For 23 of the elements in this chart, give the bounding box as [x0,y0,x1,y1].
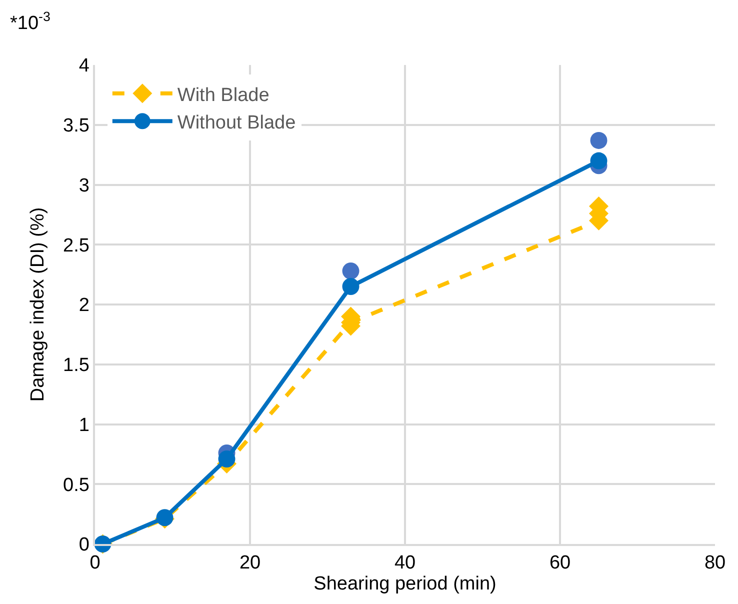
y-tick-label: 2 [78,295,90,316]
y-tick-label: 2.5 [63,235,90,256]
point [590,132,608,149]
legend-label: With Blade [177,84,270,106]
y-tick-label: 3.5 [63,116,90,137]
point [342,278,360,296]
legend-label: Without Blade [177,112,296,134]
x-tick-label: 20 [239,552,261,574]
point [590,152,608,170]
x-tick-label: 80 [704,552,726,574]
point [342,262,360,280]
y-tick-label: 4 [78,56,90,77]
y-axis-title: Damage index (DI) (%) [27,207,48,402]
point [218,450,236,468]
text: *10$^{-3}$ [10,9,50,34]
x-axis-title: Shearing period (min) [314,574,496,595]
y-tick-label: 0.5 [63,474,90,496]
y-tick-label: 0 [78,534,90,556]
x-tick-label: 60 [549,552,571,574]
x-tick-label: 40 [394,552,416,574]
y-tick-label: 1.5 [63,355,90,376]
y-tick-label: 1 [78,414,90,436]
y-tick-label: 3 [78,175,90,196]
